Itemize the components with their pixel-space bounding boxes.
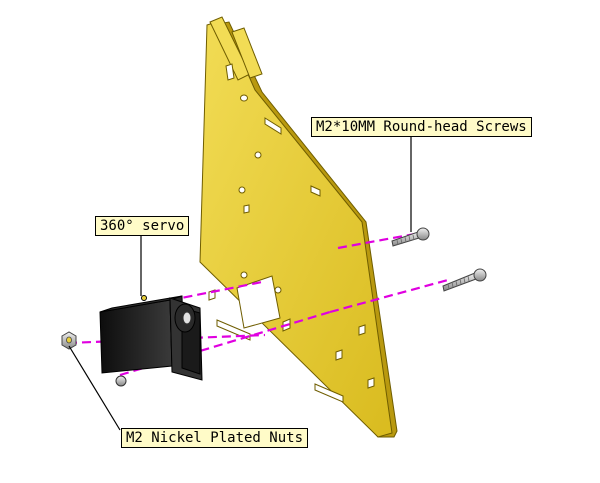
round-head-screw-lower: [442, 268, 487, 292]
servo-motor: [99, 295, 203, 387]
leader-lines: [68, 136, 412, 431]
nickel-nut: [61, 331, 77, 350]
round-head-screw-upper: [391, 227, 430, 247]
callout-screws: M2*10MM Round-head Screws: [311, 117, 532, 137]
callout-servo: 360° servo: [95, 216, 190, 236]
callout-nuts: M2 Nickel Plated Nuts: [121, 428, 309, 448]
acrylic-plate: [199, 16, 398, 438]
